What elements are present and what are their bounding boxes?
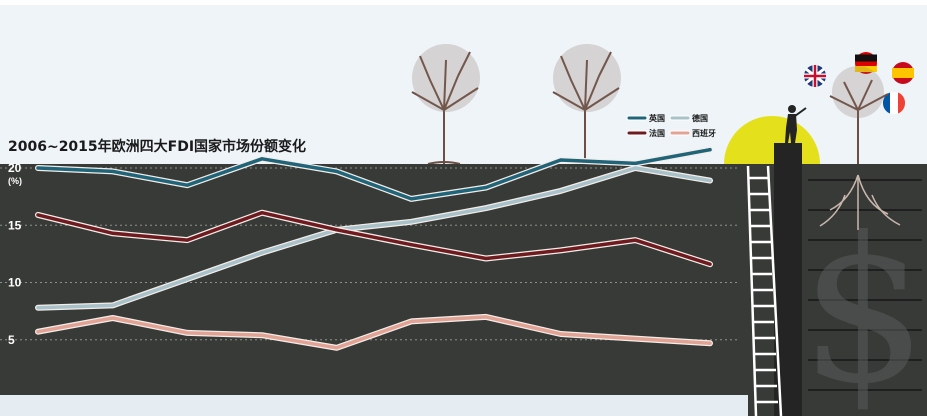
data-point-2-2: [185, 238, 189, 242]
data-point-1-6: [484, 206, 488, 210]
legend-label: 德国: [692, 113, 708, 123]
legend-label: 法国: [649, 128, 665, 138]
data-point-0-1: [111, 169, 115, 174]
data-point-3-6: [484, 315, 488, 319]
data-point-0-9: [708, 148, 712, 152]
data-point-3-5: [409, 319, 413, 324]
data-point-1-3: [260, 251, 264, 255]
tree-right-illustration: [829, 66, 889, 164]
data-point-3-7: [559, 332, 563, 336]
y-tick-label: 20: [8, 161, 22, 175]
data-point-2-1: [111, 231, 115, 235]
data-point-2-0: [36, 213, 40, 217]
series-line-1: [36, 166, 712, 310]
tree-middle-illustration: [552, 44, 621, 164]
series-line-3: [36, 315, 712, 350]
spain-flag-icon: [892, 62, 914, 84]
data-point-3-1: [111, 316, 115, 320]
legend-label: 西班牙: [692, 128, 716, 138]
france-flag-icon: [882, 92, 906, 114]
y-axis-unit-label: (%): [8, 176, 22, 186]
person-silhouette-illustration: [785, 105, 807, 143]
uk-flag-icon: [804, 65, 826, 87]
y-tick-label: 15: [8, 218, 22, 232]
ladder-illustration: [746, 165, 783, 416]
data-point-1-7: [559, 189, 563, 193]
chart-title: 2006~2015年欧洲四大FDI国家市场份额变化: [8, 138, 306, 155]
data-point-3-9: [708, 341, 712, 345]
data-point-2-3: [260, 211, 264, 215]
y-axis-ticks: 20 15 10 5: [8, 161, 22, 347]
data-point-2-7: [559, 248, 563, 253]
data-point-1-0: [36, 306, 40, 310]
data-point-0-6: [484, 185, 488, 190]
svg-text:$: $: [800, 195, 927, 416]
data-point-0-2: [185, 183, 189, 187]
y-tick-label: 10: [8, 276, 22, 290]
series-lines: [35, 146, 713, 351]
data-point-3-3: [260, 333, 264, 337]
series-line-0: [36, 147, 712, 201]
series-line-2: [36, 210, 712, 266]
legend-label: 英国: [648, 113, 665, 123]
data-point-3-8: [633, 337, 637, 341]
data-point-2-4: [335, 228, 339, 232]
y-tick-label: 5: [8, 333, 15, 347]
data-point-1-9: [708, 178, 712, 183]
data-point-1-2: [185, 277, 189, 281]
data-point-1-5: [409, 220, 413, 224]
germany-flag-icon: [855, 52, 877, 74]
data-point-0-4: [335, 169, 339, 174]
data-point-0-3: [260, 157, 264, 161]
data-point-3-4: [335, 346, 339, 350]
data-point-0-0: [36, 166, 40, 170]
top-border: [0, 0, 927, 5]
data-point-0-5: [409, 197, 413, 201]
data-point-2-9: [708, 262, 712, 266]
data-point-1-8: [633, 166, 637, 170]
data-point-3-0: [36, 330, 40, 334]
data-point-1-1: [111, 303, 115, 307]
data-point-2-8: [633, 238, 637, 242]
dollar-sign-illustration: $: [800, 174, 927, 416]
data-point-3-2: [185, 331, 189, 335]
data-point-2-6: [484, 256, 488, 261]
data-point-0-7: [559, 158, 563, 162]
data-point-0-8: [633, 161, 637, 166]
x-axis-strip: [0, 395, 748, 416]
tree-left-illustration: [411, 44, 480, 165]
data-point-2-5: [409, 243, 413, 247]
